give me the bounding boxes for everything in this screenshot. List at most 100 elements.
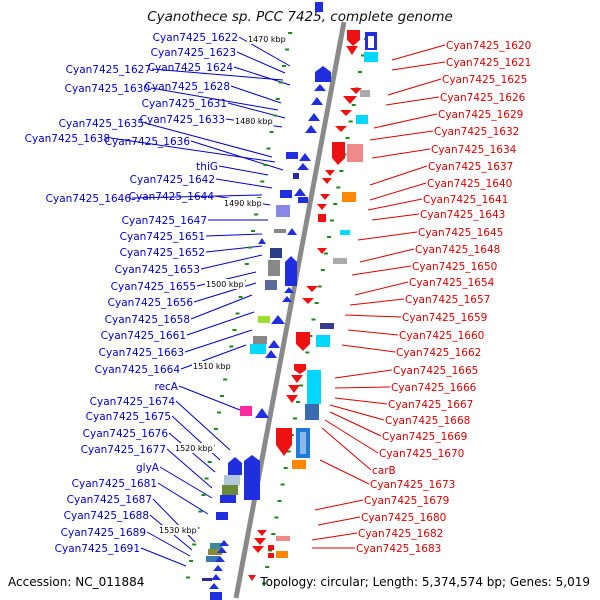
left-gene-label: Cyan7425_1677	[81, 444, 166, 456]
left-gene-label: Cyan7425_1655	[111, 281, 196, 293]
gene-block	[298, 197, 308, 203]
gene-block	[292, 460, 306, 469]
gene-arrow-down	[286, 395, 298, 403]
right-gene-label: Cyan7425_1648	[415, 244, 500, 256]
left-gene-label: Cyan7425_1663	[99, 347, 184, 359]
kbp-marker-bg	[158, 525, 198, 535]
left-tick	[192, 543, 197, 546]
gene-arrow-down	[322, 178, 332, 184]
gene-block	[220, 495, 236, 503]
right-connector	[354, 281, 409, 296]
left-gene-label: Cyan7425_1636	[105, 136, 191, 148]
genome-title: Cyanothece sp. PCC 7425, complete genome	[147, 9, 453, 25]
gene-block	[222, 485, 238, 495]
gene-block	[342, 192, 356, 202]
left-connector	[215, 178, 273, 189]
right-gene-label: Cyan7425_1660	[399, 330, 484, 342]
accession-text: Accession: NC_011884	[8, 575, 145, 589]
right-connector	[329, 404, 385, 421]
right-tick	[280, 483, 285, 486]
right-tick	[361, 54, 366, 57]
right-tick	[274, 516, 279, 519]
gene-block	[208, 549, 222, 555]
left-gene-label: Cyan7425_1661	[101, 330, 186, 342]
left-gene-label: Cyan7425_1675	[86, 411, 171, 423]
gene-arrow-down	[346, 46, 358, 55]
gene-arrow-up	[255, 408, 269, 418]
gene-block	[356, 115, 368, 124]
right-tick	[348, 120, 353, 123]
gene-block	[250, 344, 266, 354]
left-tick	[232, 329, 237, 331]
right-gene-label: Cyan7425_1645	[418, 227, 503, 239]
left-connector	[157, 482, 209, 515]
left-gene-label: Cyan7425_1631	[142, 98, 227, 110]
left-connector	[230, 85, 282, 104]
left-tick	[278, 81, 283, 84]
gene-block	[280, 190, 292, 198]
gene-block-up	[285, 256, 297, 286]
left-connector	[205, 233, 263, 237]
gene-block	[318, 214, 326, 222]
right-tick	[357, 71, 362, 73]
right-connector	[351, 265, 412, 276]
left-connector	[166, 448, 213, 489]
gene-arrow-down	[248, 575, 256, 581]
right-gene-label: Cyan7425_1643	[420, 209, 505, 221]
left-gene-label: Cyan7425_1658	[105, 314, 190, 326]
gene-arrow-down	[350, 88, 362, 94]
left-tick	[263, 164, 268, 166]
gene-block	[270, 248, 282, 258]
kbp-marker: 1520 kbp	[175, 444, 213, 453]
left-gene-label: Cyan7425_1647	[122, 215, 207, 227]
right-tick	[351, 104, 356, 106]
left-tick	[247, 246, 252, 249]
left-tick	[229, 345, 234, 348]
right-tick	[286, 450, 291, 453]
gene-arrow-up	[299, 153, 311, 161]
gene-arrow-up	[219, 540, 229, 546]
left-gene-label: Cyan7425_1674	[90, 396, 176, 408]
left-tick	[275, 98, 280, 100]
left-connector	[110, 137, 276, 163]
left-gene-label: recA	[154, 381, 178, 393]
right-tick	[317, 285, 322, 288]
right-connector	[319, 459, 370, 485]
topology-text: Topology: circular; Length: 5,374,574 bp…	[260, 575, 590, 589]
right-connector	[391, 61, 446, 71]
right-gene-label: Cyan7425_1641	[423, 194, 508, 206]
left-tick	[220, 395, 225, 397]
right-connector	[324, 419, 379, 454]
left-tick	[186, 576, 191, 579]
right-connector	[341, 344, 396, 353]
gene-arrow-down	[343, 96, 357, 104]
gene-block	[320, 323, 334, 329]
right-gene-label: Cyan7425_1667	[388, 399, 473, 411]
kbp-marker-bg	[174, 443, 214, 453]
gene-arrow-up	[211, 574, 221, 580]
right-gene-label: Cyan7425_1625	[442, 74, 527, 86]
right-tick	[339, 170, 344, 172]
gene-block	[293, 173, 299, 179]
left-gene-label: Cyan7425_1624	[148, 62, 234, 74]
right-connector	[359, 248, 415, 263]
left-gene-label: thiG	[196, 161, 218, 173]
right-gene-label: Cyan7425_1640	[427, 178, 512, 190]
gene-arrow-down	[252, 546, 264, 553]
gene-arrow-up	[287, 228, 297, 235]
left-gene-label: Cyan7425_1689	[61, 527, 146, 539]
gene-arrow-up	[271, 315, 285, 324]
left-gene-label: Cyan7425_1623	[151, 47, 236, 59]
right-tick	[308, 335, 313, 337]
right-tick	[283, 467, 288, 469]
left-gene-label: Cyan7425_1638	[25, 133, 110, 145]
right-tick	[330, 219, 335, 222]
left-connector	[175, 400, 231, 451]
gene-arrow-down	[254, 538, 266, 545]
left-connector	[236, 51, 286, 74]
left-gene-label: Cyan7425_1688	[64, 510, 149, 522]
gene-arrow-up	[265, 350, 277, 358]
right-tick	[323, 252, 328, 255]
gene-block	[364, 52, 378, 62]
left-gene-label: Cyan7425_1633	[140, 114, 225, 126]
